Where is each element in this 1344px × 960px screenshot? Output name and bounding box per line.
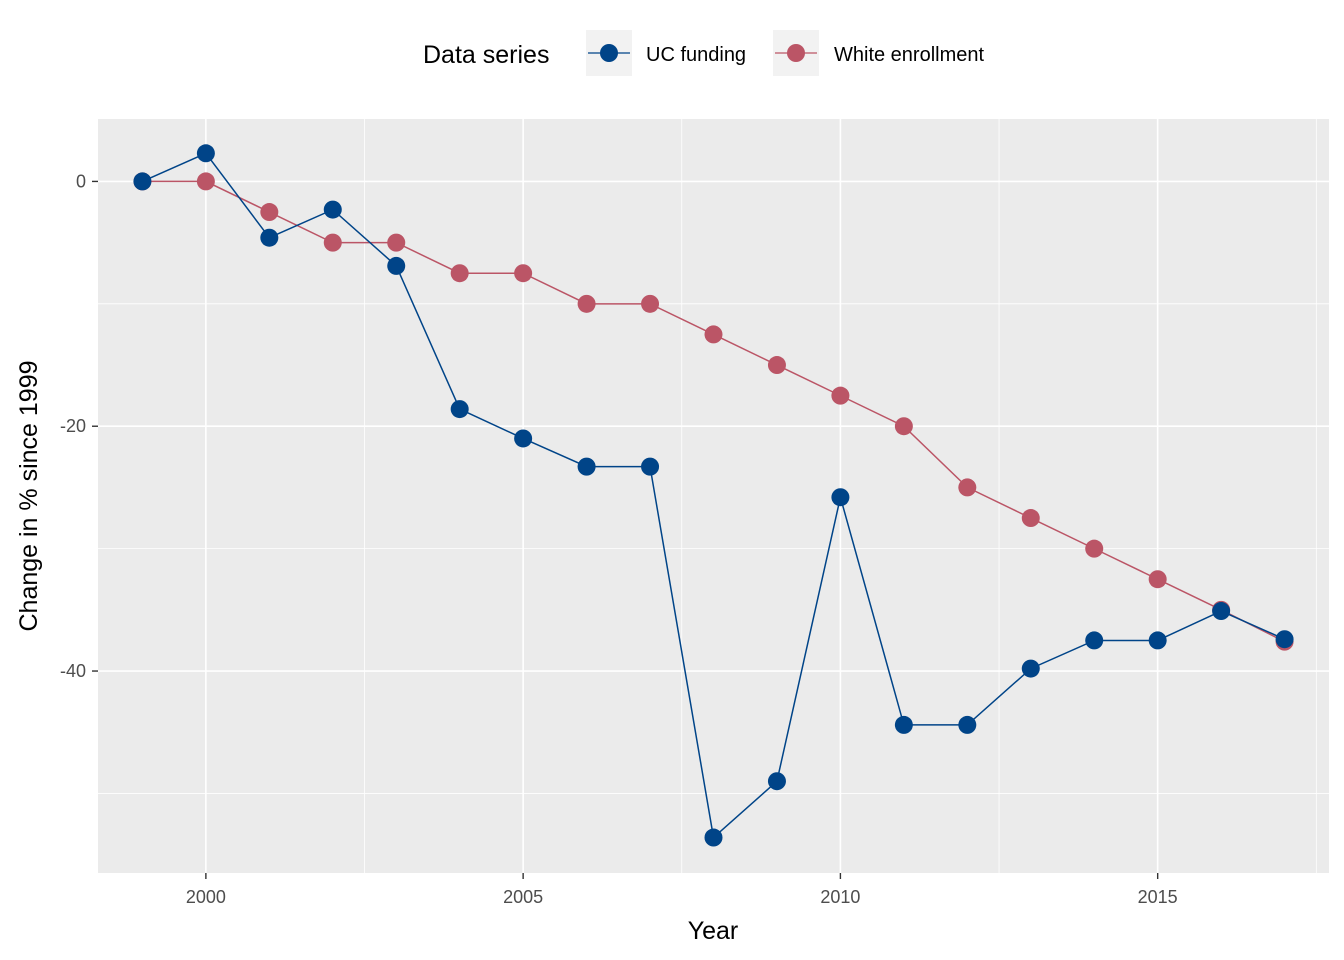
data-point-uc-funding [133, 172, 152, 191]
data-point-white-enrollment [641, 294, 660, 313]
x-tick-label: 2010 [820, 887, 860, 907]
data-point-uc-funding [767, 772, 786, 791]
data-point-uc-funding [323, 200, 342, 219]
data-point-white-enrollment [260, 203, 279, 222]
data-point-white-enrollment [704, 325, 723, 344]
y-tick-label: -20 [60, 416, 86, 436]
data-point-white-enrollment [831, 386, 850, 405]
data-point-white-enrollment [514, 264, 533, 283]
data-point-uc-funding [1212, 602, 1231, 621]
data-point-uc-funding [1275, 630, 1294, 649]
data-point-uc-funding [958, 715, 977, 734]
data-point-white-enrollment [894, 417, 913, 436]
axis-ticks [92, 180, 1159, 879]
data-point-white-enrollment [323, 233, 342, 252]
data-point-white-enrollment [577, 294, 596, 313]
data-point-white-enrollment [767, 356, 786, 375]
minor-gridlines [98, 119, 1329, 873]
data-point-uc-funding [450, 400, 469, 419]
data-point-uc-funding [1085, 631, 1104, 650]
data-point-uc-funding [577, 457, 596, 476]
x-tick-label: 2005 [503, 887, 543, 907]
x-axis-title: Year [688, 917, 739, 945]
data-point-white-enrollment [387, 233, 406, 252]
data-point-white-enrollment [450, 264, 469, 283]
data-point-uc-funding [196, 144, 215, 163]
x-tick-label: 2015 [1138, 887, 1178, 907]
data-point-uc-funding [1148, 631, 1167, 650]
data-point-uc-funding [704, 828, 723, 847]
legend-key-uc-funding-point [600, 44, 618, 62]
x-axis-tick-labels: 2000 2005 2010 2015 [186, 887, 1178, 907]
legend-title: Data series [423, 41, 549, 69]
data-point-white-enrollment [1148, 570, 1167, 589]
legend-key-white-enrollment-point [787, 44, 805, 62]
plot-panel [98, 119, 1329, 873]
y-axis-tick-labels: 0 -20 -40 [60, 171, 86, 681]
y-tick-label: -40 [60, 661, 86, 681]
data-point-uc-funding [260, 228, 279, 247]
x-tick-label: 2000 [186, 887, 226, 907]
data-point-uc-funding [514, 429, 533, 448]
data-point-uc-funding [387, 256, 406, 275]
data-point-white-enrollment [1021, 509, 1040, 528]
data-point-uc-funding [894, 715, 913, 734]
legend: Data series UC funding White enrollment [423, 30, 985, 76]
data-point-white-enrollment [196, 172, 215, 191]
data-point-white-enrollment [1085, 539, 1104, 558]
y-tick-label: 0 [76, 171, 86, 191]
data-point-uc-funding [641, 457, 660, 476]
legend-label-white-enrollment: White enrollment [834, 44, 985, 66]
data-point-uc-funding [1021, 659, 1040, 678]
data-point-uc-funding [831, 488, 850, 507]
data-point-white-enrollment [958, 478, 977, 497]
legend-label-uc-funding: UC funding [646, 44, 746, 66]
y-axis-title: Change in % since 1999 [15, 360, 43, 631]
series-layer [133, 144, 1294, 847]
